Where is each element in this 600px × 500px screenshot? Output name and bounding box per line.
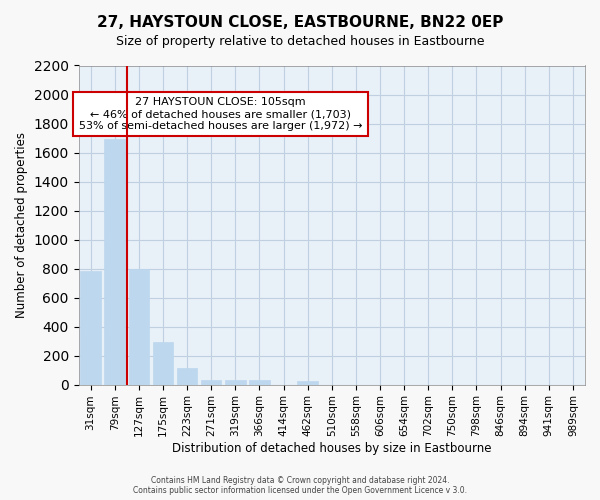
Y-axis label: Number of detached properties: Number of detached properties [15, 132, 28, 318]
Bar [128, 268, 149, 384]
Bar [298, 381, 318, 384]
X-axis label: Distribution of detached houses by size in Eastbourne: Distribution of detached houses by size … [172, 442, 491, 455]
Bar [104, 140, 125, 384]
Bar [177, 368, 197, 384]
Bar [80, 272, 101, 384]
Text: Contains HM Land Registry data © Crown copyright and database right 2024.
Contai: Contains HM Land Registry data © Crown c… [133, 476, 467, 495]
Text: Size of property relative to detached houses in Eastbourne: Size of property relative to detached ho… [116, 35, 484, 48]
Bar [225, 380, 245, 384]
Text: 27 HAYSTOUN CLOSE: 105sqm
← 46% of detached houses are smaller (1,703)
53% of se: 27 HAYSTOUN CLOSE: 105sqm ← 46% of detac… [79, 98, 362, 130]
Bar [152, 342, 173, 384]
Bar [201, 380, 221, 384]
Text: 27, HAYSTOUN CLOSE, EASTBOURNE, BN22 0EP: 27, HAYSTOUN CLOSE, EASTBOURNE, BN22 0EP [97, 15, 503, 30]
Bar [249, 380, 269, 384]
